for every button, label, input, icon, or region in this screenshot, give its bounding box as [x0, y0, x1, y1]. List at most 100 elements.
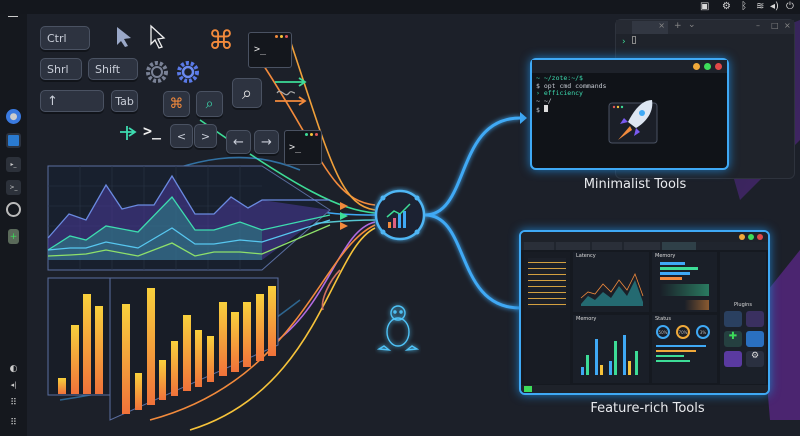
feature-rich-tools-label: Feature-rich Tools: [590, 401, 705, 416]
window-dot-yellow[interactable]: [693, 63, 700, 70]
search-key: ⌕: [196, 91, 223, 117]
settings-icon[interactable]: ⚙: [722, 1, 731, 12]
text-cursor: [543, 105, 548, 112]
new-tab-button[interactable]: +: [674, 21, 682, 31]
bluetooth-icon[interactable]: ᛒ: [741, 1, 747, 12]
close-button[interactable]: ×: [784, 21, 791, 30]
plugin-tile-settings[interactable]: ⚙: [746, 351, 764, 367]
tab-dropdown-button[interactable]: ⌄: [688, 20, 696, 30]
memory-panel: Memory: [573, 315, 649, 383]
tab-key: Tab: [111, 90, 138, 112]
terminal-prompt: ›: [621, 37, 627, 47]
grid-icon[interactable]: ⠿: [10, 417, 17, 428]
terminal-line: $: [536, 106, 544, 114]
wifi-icon[interactable]: ≋: [756, 1, 765, 12]
hub-connectors: [424, 116, 521, 310]
dock: ● ▸_ >_ + ◐ ◂| ⠿ ⠿: [0, 14, 27, 436]
cursor-icon: [117, 27, 131, 47]
search-key-large: ⌕: [232, 78, 262, 108]
panel-title: Latency: [576, 253, 596, 259]
tab[interactable]: [662, 242, 696, 250]
cursor-outline-icon: [150, 24, 166, 49]
search-icon: ⌕: [205, 96, 214, 112]
status-bar: [521, 385, 768, 393]
shrl-key: Shrl: [40, 58, 82, 80]
left-key: <: [170, 124, 193, 148]
cmd-key: ⌘: [163, 91, 190, 117]
small-arrows: [120, 77, 307, 140]
gauge: 50%: [656, 325, 670, 339]
up-key: ↑: [40, 90, 104, 112]
terminal-icon[interactable]: >_: [6, 180, 21, 195]
command-symbol-icon: ⌘: [208, 26, 234, 56]
volume-icon[interactable]: ◂): [770, 1, 779, 12]
cursor-block: [631, 36, 636, 44]
top-panel: ▣ ⚙ ᛒ ≋ ◂) ⏻: [0, 0, 800, 14]
folder-icon[interactable]: [6, 133, 21, 148]
gauge: 70%: [676, 325, 690, 339]
arrow-left-key: ←: [226, 130, 251, 154]
volume-icon[interactable]: ◂|: [10, 380, 17, 389]
latency-panel: Latency: [573, 252, 649, 312]
minimize-button[interactable]: –: [756, 21, 760, 30]
minimalist-terminal-window[interactable]: ~ ~/zote:~/$ $ opt cmd commands › effici…: [530, 58, 729, 170]
terminal-line: › efficiency: [536, 89, 583, 97]
grid-icon[interactable]: ⠿: [10, 397, 17, 408]
terminal-tab[interactable]: ×: [632, 21, 668, 34]
bar-chart-large-graphic: [109, 277, 279, 421]
tab[interactable]: [624, 242, 660, 250]
menu-icon[interactable]: [8, 16, 18, 17]
ctrl-key: Ctrl: [40, 26, 90, 50]
terminal-line: ~ ~/zote:~/$: [536, 74, 583, 82]
terminal-icon[interactable]: ▣: [700, 1, 710, 12]
arrow-right-key: →: [254, 130, 279, 154]
window-dot-red[interactable]: [715, 63, 722, 70]
terminal-icon: >_: [284, 130, 322, 165]
terminal-icon: >_: [248, 32, 292, 68]
mouse-icon[interactable]: ◐: [9, 363, 18, 374]
memory-top-panel: Memory: [652, 252, 717, 312]
linux-penguin-icon: [376, 305, 420, 351]
arrow-head: [520, 112, 527, 124]
bg-streak: [760, 250, 800, 420]
tab[interactable]: [556, 242, 590, 250]
gear-icon: [177, 61, 199, 83]
area-chart-graphic: [47, 165, 348, 271]
right-key: >: [194, 124, 217, 148]
trash-icon[interactable]: +: [8, 229, 19, 244]
window-dot-green[interactable]: [704, 63, 711, 70]
plugin-tile[interactable]: [746, 331, 764, 347]
tab-close-button[interactable]: ×: [658, 21, 665, 30]
search-icon: ⌕: [241, 82, 253, 104]
bar-chart-small-graphic: [47, 277, 111, 396]
panel-title: Memory: [576, 316, 597, 322]
tab[interactable]: [592, 242, 622, 250]
terminal-line: ~ ~/: [536, 96, 552, 105]
panel-title: Plugins: [734, 302, 752, 308]
gear-icon: [146, 61, 168, 83]
bubbles-icon[interactable]: ●: [6, 109, 21, 124]
terminal-line: $ opt cmd commands: [536, 81, 607, 90]
file-tree[interactable]: [524, 252, 570, 384]
status-panel: Status 50% 70% 3%: [652, 315, 717, 383]
minimalist-tools-label: Minimalist Tools: [583, 177, 687, 192]
feature-rich-ide-window[interactable]: Latency Memory Memory Status 50% 70% 3% …: [519, 230, 770, 395]
panel-title: Memory: [655, 253, 676, 259]
power-icon[interactable]: ⏻: [786, 1, 794, 12]
prompt-text: >_: [289, 142, 302, 153]
gear-icon[interactable]: [6, 202, 21, 217]
plugin-tile[interactable]: [724, 311, 742, 327]
editor-tabs: [521, 242, 768, 250]
analytics-hub-icon: [374, 189, 426, 241]
plugin-tile-extensions[interactable]: ✚: [724, 331, 742, 347]
rocket-icon: [608, 100, 658, 144]
plugins-sidebar: Plugins ✚ ⚙: [720, 252, 766, 384]
plugin-tile[interactable]: [724, 351, 742, 367]
maximize-button[interactable]: □: [771, 21, 779, 30]
terminal-icon[interactable]: ▸_: [6, 157, 21, 172]
shift-key: Shift: [88, 58, 138, 80]
prompt-icon: >_: [143, 122, 162, 140]
tab[interactable]: [524, 242, 554, 250]
plugin-tile[interactable]: [746, 311, 764, 327]
